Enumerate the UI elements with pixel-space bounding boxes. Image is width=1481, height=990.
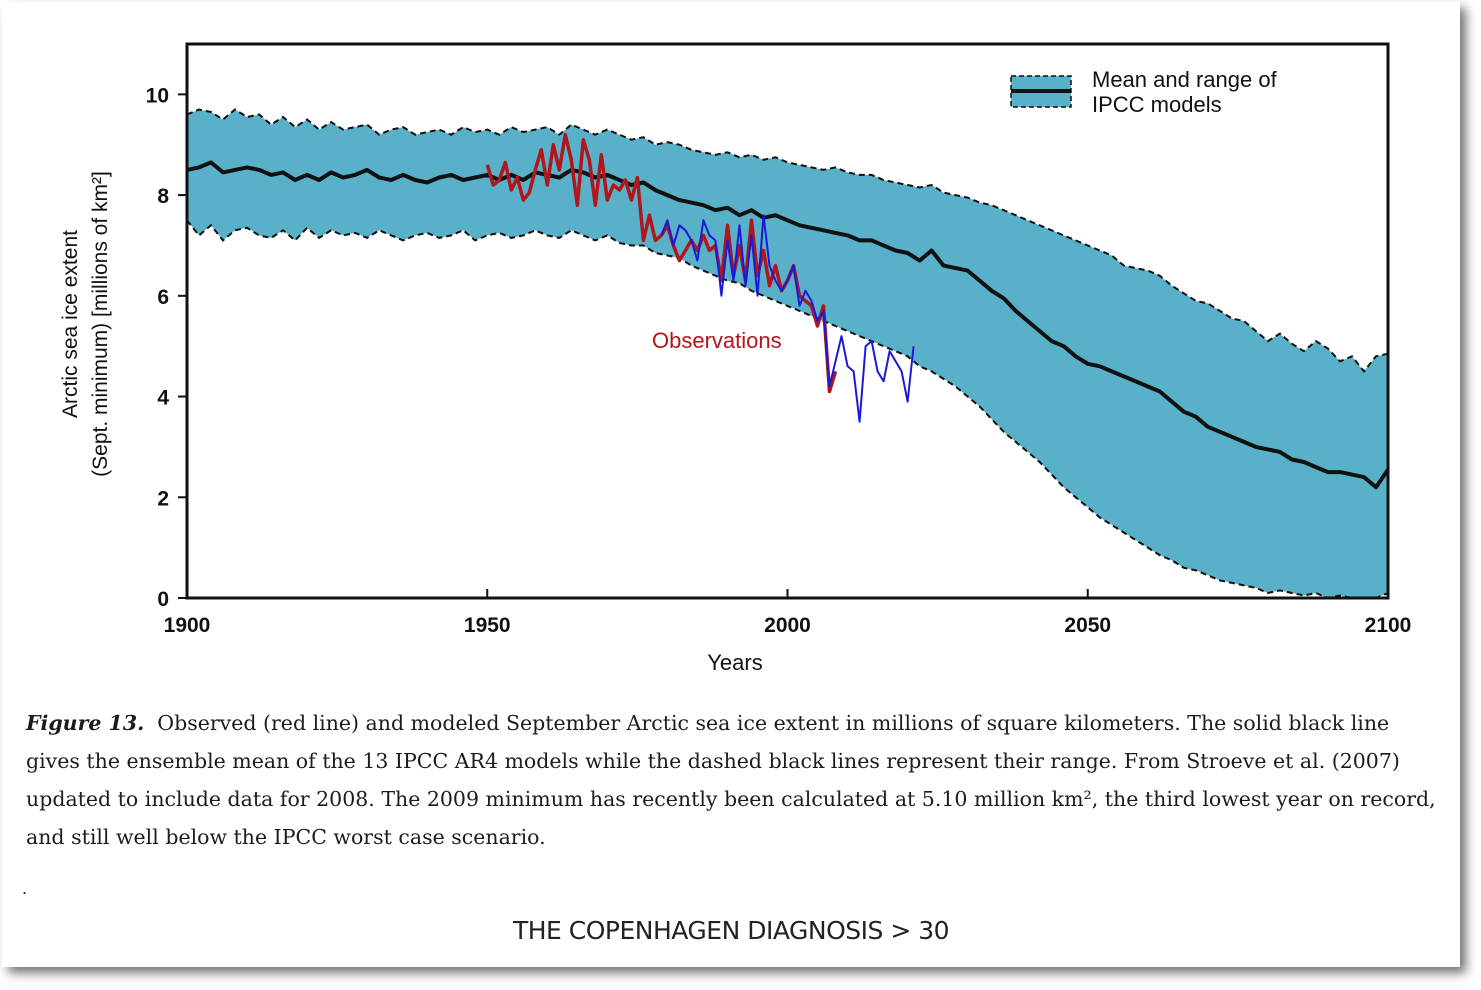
- x-axis-title: Years: [707, 650, 762, 675]
- document-page: 1900 1950 2000 2050 2100 0 2 4 6 8 10 Years Arctic…: [2, 2, 1460, 967]
- axis-ticks: 1900 1950 2000 2050 2100 0 2 4 6 8 10: [146, 84, 1412, 637]
- plot-area: [186, 108, 1390, 600]
- model-range-upper-line: [186, 108, 1389, 374]
- y-tick-label: 2: [157, 487, 169, 510]
- y-tick-label: 6: [157, 286, 169, 309]
- y-tick-label: 8: [157, 185, 169, 208]
- page-footer: THE COPENHAGEN DIAGNOSIS > 30: [512, 916, 950, 945]
- sea-ice-chart: 1900 1950 2000 2050 2100 0 2 4 6 8 10 Years Arctic…: [59, 42, 1412, 675]
- y-axis-title-line2: (Sept. minimum) [millions of km²]: [89, 171, 112, 477]
- legend: Mean and range of IPCC models: [1010, 67, 1278, 117]
- model-mean-line: [186, 160, 1390, 490]
- x-tick-label: 1900: [164, 614, 211, 637]
- figure-caption: Figure 13. Observed (red line) and model…: [26, 704, 1446, 856]
- figure-label: Figure 13.: [26, 711, 145, 735]
- observed-blue-line: [660, 214, 915, 423]
- y-tick-label: 10: [146, 84, 169, 107]
- model-range-lower-line: [186, 219, 1389, 600]
- stray-dot: .: [22, 878, 28, 898]
- y-axis-title-group: Arctic sea ice extent (Sept. minimum) [m…: [59, 171, 112, 477]
- x-tick-label: 2050: [1064, 614, 1111, 637]
- observations-annotation: Observations: [652, 328, 782, 353]
- y-axis-title-line1: Arctic sea ice extent: [59, 230, 82, 418]
- legend-label-line2: IPCC models: [1092, 92, 1222, 117]
- x-tick-label: 1950: [464, 614, 511, 637]
- legend-label-line1: Mean and range of: [1092, 67, 1278, 92]
- caption-text: Observed (red line) and modeled Septembe…: [26, 711, 1436, 849]
- model-range-band: [187, 109, 1388, 598]
- y-tick-label: 0: [157, 588, 169, 611]
- y-tick-label: 4: [157, 387, 169, 410]
- x-tick-label: 2100: [1365, 614, 1412, 637]
- x-tick-label: 2000: [764, 614, 811, 637]
